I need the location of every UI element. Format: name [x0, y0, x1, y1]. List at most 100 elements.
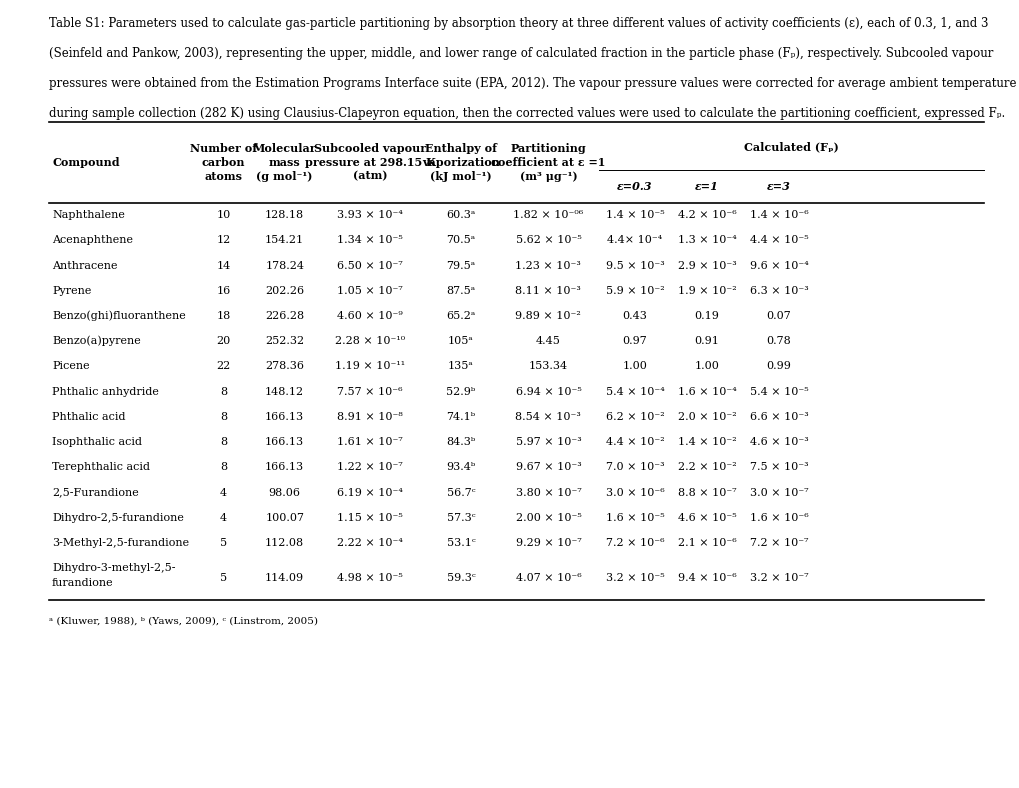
- Text: 1.6 × 10⁻⁴: 1.6 × 10⁻⁴: [677, 387, 736, 396]
- Text: 4.07 × 10⁻⁶: 4.07 × 10⁻⁶: [515, 573, 581, 582]
- Text: 7.2 × 10⁻⁷: 7.2 × 10⁻⁷: [749, 538, 807, 548]
- Text: 1.6 × 10⁻⁶: 1.6 × 10⁻⁶: [749, 513, 808, 522]
- Text: 3.2 × 10⁻⁵: 3.2 × 10⁻⁵: [605, 573, 663, 582]
- Text: Dihydro-2,5-furandione: Dihydro-2,5-furandione: [52, 513, 183, 522]
- Text: 52.9ᵇ: 52.9ᵇ: [446, 387, 475, 396]
- Text: 6.3 × 10⁻³: 6.3 × 10⁻³: [749, 286, 808, 296]
- Text: Phthalic acid: Phthalic acid: [52, 412, 125, 422]
- Text: 3.0 × 10⁻⁷: 3.0 × 10⁻⁷: [749, 488, 807, 497]
- Text: 1.4 × 10⁻⁶: 1.4 × 10⁻⁶: [749, 210, 808, 220]
- Text: 5.4 × 10⁻⁵: 5.4 × 10⁻⁵: [749, 387, 807, 396]
- Text: Subcooled vapour
pressure at 298.15 K
(atm): Subcooled vapour pressure at 298.15 K (a…: [305, 143, 435, 181]
- Text: 5.9 × 10⁻²: 5.9 × 10⁻²: [605, 286, 663, 296]
- Text: 1.9 × 10⁻²: 1.9 × 10⁻²: [677, 286, 736, 296]
- Text: 0.99: 0.99: [766, 362, 791, 371]
- Text: 0.78: 0.78: [766, 336, 791, 346]
- Text: 9.89 × 10⁻²: 9.89 × 10⁻²: [515, 311, 581, 321]
- Text: 7.0 × 10⁻³: 7.0 × 10⁻³: [605, 463, 663, 472]
- Text: 1.82 × 10⁻⁰⁶: 1.82 × 10⁻⁰⁶: [513, 210, 583, 220]
- Text: 4.4 × 10⁻²: 4.4 × 10⁻²: [605, 437, 663, 447]
- Text: Dihydro-3-methyl-2,5-: Dihydro-3-methyl-2,5-: [52, 563, 175, 574]
- Text: 128.18: 128.18: [265, 210, 304, 220]
- Text: 202.26: 202.26: [265, 286, 304, 296]
- Text: 4.6 × 10⁻³: 4.6 × 10⁻³: [749, 437, 808, 447]
- Text: 1.19 × 10⁻¹¹: 1.19 × 10⁻¹¹: [335, 362, 405, 371]
- Text: 105ᵃ: 105ᵃ: [447, 336, 474, 346]
- Text: 59.3ᶜ: 59.3ᶜ: [446, 573, 475, 582]
- Text: 226.28: 226.28: [265, 311, 304, 321]
- Text: 9.5 × 10⁻³: 9.5 × 10⁻³: [605, 261, 663, 270]
- Text: 2.2 × 10⁻²: 2.2 × 10⁻²: [677, 463, 736, 472]
- Text: during sample collection (282 K) using Clausius-Clapeyron equation, then the cor: during sample collection (282 K) using C…: [49, 107, 1005, 120]
- Text: 2,5-Furandione: 2,5-Furandione: [52, 488, 139, 497]
- Text: 14: 14: [216, 261, 230, 270]
- Text: Isophthalic acid: Isophthalic acid: [52, 437, 142, 447]
- Text: Anthracene: Anthracene: [52, 261, 117, 270]
- Text: 56.7ᶜ: 56.7ᶜ: [446, 488, 475, 497]
- Text: 1.00: 1.00: [622, 362, 647, 371]
- Text: 98.06: 98.06: [268, 488, 301, 497]
- Text: 79.5ᵃ: 79.5ᵃ: [446, 261, 475, 270]
- Text: 9.4 × 10⁻⁶: 9.4 × 10⁻⁶: [677, 573, 736, 582]
- Text: Calculated (Fₚ): Calculated (Fₚ): [744, 141, 839, 152]
- Text: 135ᵃ: 135ᵃ: [447, 362, 474, 371]
- Text: 1.34 × 10⁻⁵: 1.34 × 10⁻⁵: [337, 236, 403, 245]
- Text: 2.9 × 10⁻³: 2.9 × 10⁻³: [677, 261, 736, 270]
- Text: 1.4 × 10⁻²: 1.4 × 10⁻²: [677, 437, 736, 447]
- Text: 18: 18: [216, 311, 230, 321]
- Text: 0.19: 0.19: [694, 311, 718, 321]
- Text: Partitioning
coefficient at ε =1
(m³ μg⁻¹): Partitioning coefficient at ε =1 (m³ μg⁻…: [491, 143, 605, 181]
- Text: Molecular
mass
(g mol⁻¹): Molecular mass (g mol⁻¹): [253, 143, 316, 181]
- Text: 0.07: 0.07: [766, 311, 791, 321]
- Text: 16: 16: [216, 286, 230, 296]
- Text: pressures were obtained from the Estimation Programs Interface suite (EPA, 2012): pressures were obtained from the Estimat…: [49, 77, 1016, 90]
- Text: 8.54 × 10⁻³: 8.54 × 10⁻³: [515, 412, 581, 422]
- Text: 6.50 × 10⁻⁷: 6.50 × 10⁻⁷: [337, 261, 403, 270]
- Text: 8: 8: [220, 437, 227, 447]
- Text: 3.80 × 10⁻⁷: 3.80 × 10⁻⁷: [515, 488, 581, 497]
- Text: Enthalpy of
vaporization
(kJ mol⁻¹): Enthalpy of vaporization (kJ mol⁻¹): [422, 143, 499, 181]
- Text: 1.61 × 10⁻⁷: 1.61 × 10⁻⁷: [337, 437, 403, 447]
- Text: Picene: Picene: [52, 362, 90, 371]
- Text: 2.22 × 10⁻⁴: 2.22 × 10⁻⁴: [337, 538, 403, 548]
- Text: ε=3: ε=3: [766, 181, 790, 192]
- Text: 114.09: 114.09: [265, 573, 304, 582]
- Text: ε=1: ε=1: [694, 181, 718, 192]
- Text: ᵃ (Kluwer, 1988), ᵇ (Yaws, 2009), ᶜ (Linstrom, 2005): ᵃ (Kluwer, 1988), ᵇ (Yaws, 2009), ᶜ (Lin…: [49, 617, 318, 626]
- Text: 5: 5: [220, 538, 227, 548]
- Text: 2.00 × 10⁻⁵: 2.00 × 10⁻⁵: [515, 513, 581, 522]
- Text: (Seinfeld and Pankow, 2003), representing the upper, middle, and lower range of : (Seinfeld and Pankow, 2003), representin…: [49, 47, 993, 60]
- Text: Phthalic anhydride: Phthalic anhydride: [52, 387, 159, 396]
- Text: 53.1ᶜ: 53.1ᶜ: [446, 538, 475, 548]
- Text: 1.15 × 10⁻⁵: 1.15 × 10⁻⁵: [337, 513, 403, 522]
- Text: 4.60 × 10⁻⁹: 4.60 × 10⁻⁹: [337, 311, 403, 321]
- Text: 70.5ᵃ: 70.5ᵃ: [446, 236, 475, 245]
- Text: 1.3 × 10⁻⁴: 1.3 × 10⁻⁴: [677, 236, 736, 245]
- Text: Naphthalene: Naphthalene: [52, 210, 124, 220]
- Text: 9.6 × 10⁻⁴: 9.6 × 10⁻⁴: [749, 261, 808, 270]
- Text: 252.32: 252.32: [265, 336, 304, 346]
- Text: 60.3ᵃ: 60.3ᵃ: [446, 210, 475, 220]
- Text: 2.1 × 10⁻⁶: 2.1 × 10⁻⁶: [677, 538, 736, 548]
- Text: 5: 5: [220, 573, 227, 582]
- Text: 87.5ᵃ: 87.5ᵃ: [446, 286, 475, 296]
- Text: 7.57 × 10⁻⁶: 7.57 × 10⁻⁶: [337, 387, 403, 396]
- Text: 9.67 × 10⁻³: 9.67 × 10⁻³: [515, 463, 581, 472]
- Text: 22: 22: [216, 362, 230, 371]
- Text: Benzo(ghi)fluoranthene: Benzo(ghi)fluoranthene: [52, 310, 185, 322]
- Text: 7.5 × 10⁻³: 7.5 × 10⁻³: [749, 463, 807, 472]
- Text: 4.2 × 10⁻⁶: 4.2 × 10⁻⁶: [677, 210, 736, 220]
- Text: 8: 8: [220, 463, 227, 472]
- Text: Table S1: Parameters used to calculate gas-particle partitioning by absorption t: Table S1: Parameters used to calculate g…: [49, 17, 987, 30]
- Text: 4.6 × 10⁻⁵: 4.6 × 10⁻⁵: [677, 513, 736, 522]
- Text: 148.12: 148.12: [265, 387, 304, 396]
- Text: 166.13: 166.13: [265, 437, 304, 447]
- Text: 3-Methyl-2,5-furandione: 3-Methyl-2,5-furandione: [52, 538, 189, 548]
- Text: 6.19 × 10⁻⁴: 6.19 × 10⁻⁴: [337, 488, 403, 497]
- Text: 8.91 × 10⁻⁸: 8.91 × 10⁻⁸: [337, 412, 403, 422]
- Text: 8: 8: [220, 412, 227, 422]
- Text: 178.24: 178.24: [265, 261, 304, 270]
- Text: Number of
carbon
atoms: Number of carbon atoms: [190, 143, 257, 181]
- Text: Terephthalic acid: Terephthalic acid: [52, 463, 150, 472]
- Text: 5.4 × 10⁻⁴: 5.4 × 10⁻⁴: [605, 387, 663, 396]
